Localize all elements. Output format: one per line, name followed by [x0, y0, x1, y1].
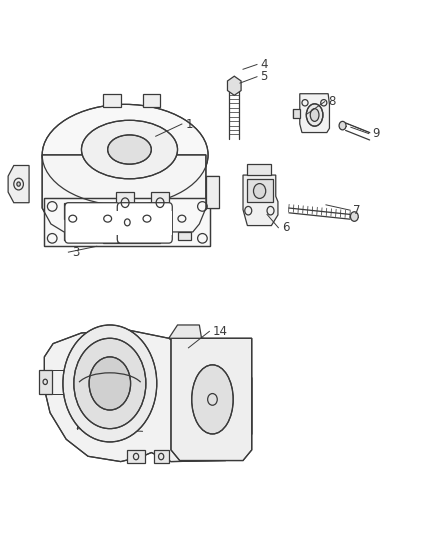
Polygon shape	[247, 165, 272, 175]
Ellipse shape	[81, 120, 177, 179]
Polygon shape	[8, 165, 29, 203]
Ellipse shape	[17, 182, 20, 186]
Text: 7: 7	[353, 204, 361, 216]
Bar	[127, 450, 145, 463]
Polygon shape	[177, 232, 191, 240]
FancyBboxPatch shape	[65, 203, 120, 243]
Bar	[103, 94, 121, 107]
Polygon shape	[151, 192, 169, 213]
Ellipse shape	[108, 135, 151, 164]
Ellipse shape	[254, 183, 266, 198]
Ellipse shape	[339, 122, 346, 130]
FancyBboxPatch shape	[117, 203, 172, 243]
Polygon shape	[227, 76, 241, 95]
Polygon shape	[117, 192, 134, 213]
Ellipse shape	[74, 338, 146, 429]
Polygon shape	[206, 176, 219, 208]
Ellipse shape	[89, 357, 131, 410]
Ellipse shape	[192, 365, 233, 434]
Polygon shape	[143, 232, 155, 240]
Polygon shape	[64, 203, 81, 219]
Polygon shape	[42, 155, 206, 232]
Polygon shape	[243, 175, 278, 225]
Ellipse shape	[350, 212, 358, 221]
Polygon shape	[171, 338, 252, 461]
Text: 5: 5	[261, 70, 268, 83]
Ellipse shape	[63, 325, 157, 442]
Polygon shape	[64, 232, 77, 240]
Ellipse shape	[306, 104, 323, 126]
Text: 1: 1	[185, 118, 193, 131]
Polygon shape	[247, 179, 273, 201]
Polygon shape	[169, 325, 201, 338]
Text: 6: 6	[282, 221, 290, 234]
Ellipse shape	[310, 109, 319, 122]
Text: 3: 3	[72, 246, 79, 259]
Text: 4: 4	[261, 58, 268, 71]
Text: 8: 8	[328, 95, 336, 108]
Polygon shape	[44, 330, 252, 462]
Polygon shape	[293, 109, 300, 118]
Polygon shape	[99, 232, 112, 240]
Bar	[143, 94, 160, 107]
Polygon shape	[300, 94, 329, 133]
Polygon shape	[44, 198, 210, 246]
Text: 14: 14	[213, 325, 228, 338]
Bar	[153, 450, 169, 463]
Polygon shape	[103, 232, 160, 243]
Polygon shape	[39, 370, 52, 394]
Ellipse shape	[42, 104, 208, 205]
Bar	[113, 211, 172, 235]
Text: 9: 9	[372, 127, 380, 140]
